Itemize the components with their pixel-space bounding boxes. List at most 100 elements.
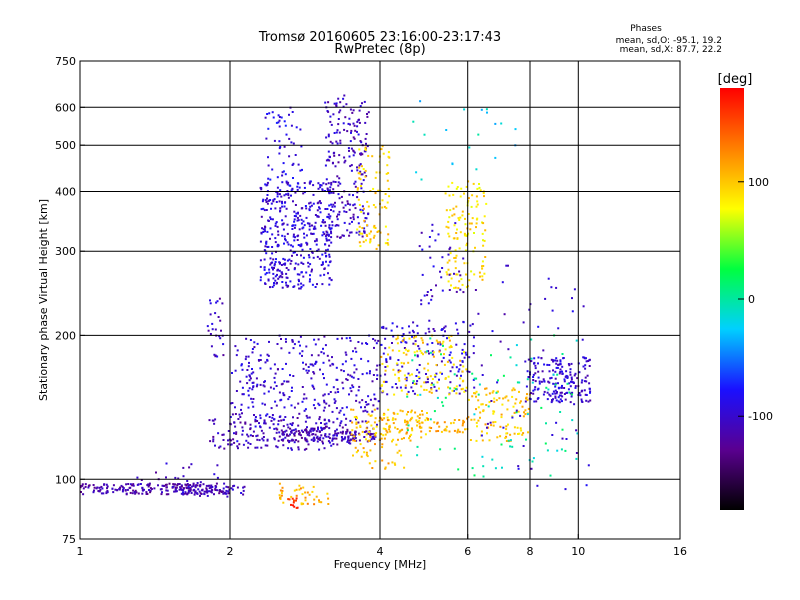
data-point [184,492,187,495]
data-point [269,178,272,181]
data-point [351,384,354,387]
data-point [367,403,370,406]
data-point [240,363,243,366]
data-point [298,433,301,435]
data-point [550,401,553,404]
data-point [359,425,362,428]
data-point [264,226,267,229]
data-point [565,370,568,373]
data-point [561,365,564,368]
data-point [206,491,209,494]
data-point [355,451,358,454]
data-point [386,164,389,167]
data-point [448,194,451,197]
data-point [269,386,272,389]
data-point [366,115,369,118]
data-point [325,383,328,386]
data-point [403,362,405,365]
data-point [245,375,248,378]
data-point [573,403,576,406]
data-point [460,388,463,391]
data-point [129,483,132,486]
data-point [550,358,553,361]
data-point [340,436,343,438]
data-point [527,376,530,378]
data-point [344,436,347,439]
data-point [475,408,477,411]
data-point [345,103,348,106]
data-point [293,215,296,217]
data-point [199,481,202,484]
data-point [188,466,191,469]
data-point [327,234,330,237]
data-point [79,484,82,487]
data-point [382,325,385,328]
data-point [325,255,327,258]
data-point [292,416,294,419]
data-point [391,349,394,352]
data-point [210,486,212,489]
data-point [449,381,452,384]
data-point [367,413,370,416]
data-point [560,391,563,394]
data-point [307,431,310,434]
data-point [365,438,367,441]
data-point [443,326,446,329]
data-point [408,337,411,340]
data-point [292,233,295,236]
data-point [430,383,433,386]
data-point [241,426,244,429]
data-point [291,429,293,432]
data-point [222,433,225,436]
data-point [300,502,303,505]
data-point [404,348,407,351]
data-point [381,384,384,387]
data-point [342,370,345,373]
data-point [356,417,358,420]
data-point [237,447,239,450]
data-point [236,486,239,489]
data-point [467,197,470,200]
data-point [537,370,540,373]
data-point [242,489,245,492]
data-point [278,391,281,394]
data-point [328,420,331,423]
data-point [463,343,466,346]
data-point [459,288,462,291]
data-point [532,373,535,376]
data-point [287,439,289,442]
data-point [324,252,327,255]
data-point [559,368,562,371]
data-point [214,486,217,489]
data-point [230,439,232,442]
data-point [377,244,380,247]
data-point [564,398,567,401]
data-point [580,398,583,401]
data-point [297,278,300,281]
data-point [365,133,368,135]
data-point [281,223,284,226]
data-point [528,308,531,311]
data-point [311,251,314,254]
data-point [316,209,319,212]
data-point [234,406,236,409]
data-point [346,430,349,433]
data-point [450,284,452,287]
data-point [260,429,263,432]
data-point [255,377,258,380]
data-point [460,374,462,377]
data-point [381,443,384,446]
data-point [426,294,429,297]
data-point [314,214,317,216]
data-point [334,430,337,433]
data-point [251,348,254,350]
data-point [271,218,274,221]
data-point [404,378,407,380]
data-point [445,129,448,131]
data-point [106,491,109,494]
data-point [575,452,578,454]
data-point [268,416,271,418]
data-point [290,141,293,144]
data-point [323,419,326,422]
data-point [555,357,558,360]
